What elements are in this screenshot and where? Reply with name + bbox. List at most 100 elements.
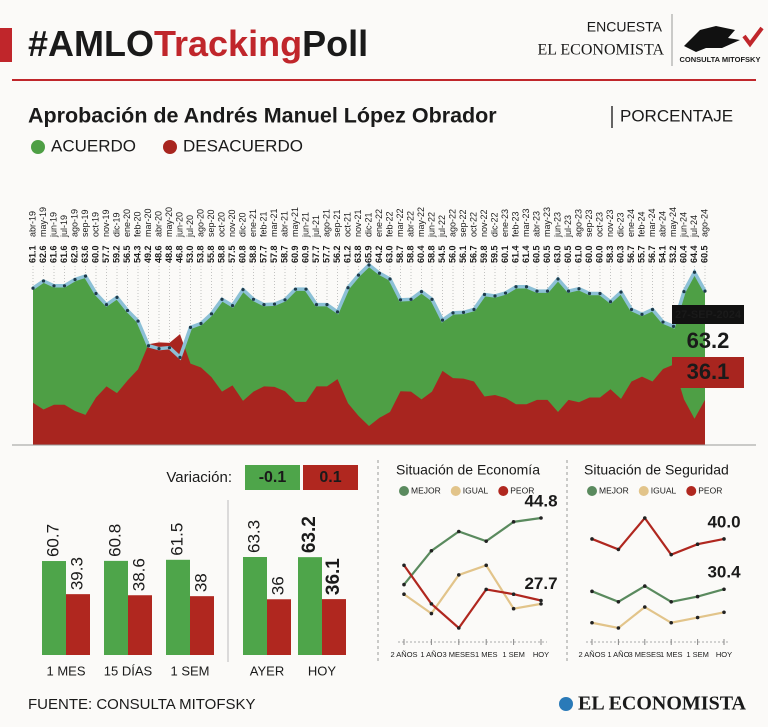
data-point <box>524 285 529 289</box>
month-label: oct-23 <box>594 212 604 237</box>
series-line <box>591 605 725 630</box>
survey-label: ENCUESTA <box>587 19 663 35</box>
end-value-label: 44.8 <box>524 491 557 510</box>
variation-box <box>245 465 300 490</box>
data-point <box>398 298 403 302</box>
data-point <box>643 516 647 520</box>
month-label: jul-22 <box>437 215 447 238</box>
month-value-label: 64.2 <box>374 245 384 263</box>
data-point <box>430 297 434 301</box>
month-value-label: 58.7 <box>395 245 405 263</box>
source-note: FUENTE: CONSULTA MITOFSKY <box>28 696 256 713</box>
month-label: oct-19 <box>90 212 100 237</box>
data-point <box>556 277 560 281</box>
month-label: jul-23 <box>563 215 573 238</box>
data-point <box>241 288 245 292</box>
month-label: ene-22 <box>374 209 384 237</box>
data-point <box>671 324 676 329</box>
month-label: ene-21 <box>248 209 258 237</box>
data-point <box>409 297 413 301</box>
month-label: may-24 <box>668 207 678 237</box>
month-value-label: 54.1 <box>657 245 667 263</box>
data-point <box>669 600 673 604</box>
data-point <box>188 325 193 329</box>
series-line <box>403 564 542 630</box>
variation-value: -0.1 <box>259 469 287 486</box>
data-point <box>157 347 161 351</box>
data-point <box>577 287 581 291</box>
month-label: mar-21 <box>269 208 279 237</box>
data-point <box>178 355 182 359</box>
x-tick-label: 1 SEM <box>502 650 525 659</box>
month-value-label: 56.2 <box>332 245 342 263</box>
month-value-label: 61.4 <box>510 245 520 263</box>
month-value-label: 46.8 <box>174 245 184 263</box>
bar-value-label: 36 <box>268 576 287 595</box>
x-tick-label: 2 AÑOS <box>390 650 417 659</box>
legend-swatch <box>31 140 45 154</box>
logo-check <box>742 26 764 48</box>
month-label: mar-22 <box>395 208 405 237</box>
end-value-label: 30.4 <box>707 563 741 582</box>
month-label: ene-23 <box>500 209 510 237</box>
pollster-label: CONSULTA MITOFSKY <box>680 55 761 64</box>
disagree-box <box>672 357 744 388</box>
month-label: feb-21 <box>258 211 268 237</box>
month-label: may-19 <box>38 207 48 237</box>
bar-value-label: 60.7 <box>43 524 62 557</box>
data-point <box>457 573 461 577</box>
latest-disagree: 36.1 <box>687 359 730 384</box>
legend-label: MEJOR <box>599 485 629 495</box>
month-label: nov-22 <box>479 209 489 237</box>
month-label: ago-24 <box>699 209 709 237</box>
data-point <box>457 626 461 630</box>
month-label: jun-22 <box>426 212 436 238</box>
data-point <box>146 344 151 348</box>
footer-brand: EL ECONOMISTA <box>578 693 747 715</box>
month-label: feb-23 <box>510 211 520 237</box>
bar-value-label: 61.5 <box>167 523 186 556</box>
data-point <box>669 552 673 557</box>
legend-swatch <box>686 486 697 496</box>
month-value-label: 57.7 <box>101 245 111 263</box>
data-point <box>199 321 203 326</box>
month-value-label: 55.8 <box>206 245 216 263</box>
data-point <box>608 300 613 304</box>
legend-swatch <box>498 486 509 496</box>
data-point <box>83 274 88 278</box>
month-value-label: 59.2 <box>111 245 121 263</box>
month-label: dic-20 <box>237 212 247 237</box>
bar <box>322 599 346 655</box>
month-value-label: 62.9 <box>69 245 79 263</box>
data-point <box>682 289 686 294</box>
month-value-label: 48.6 <box>153 245 163 263</box>
month-label: oct-21 <box>342 212 352 237</box>
x-tick-label: 1 AÑO <box>607 650 629 659</box>
month-label: jul-24 <box>689 215 699 238</box>
variation-label: Variación: <box>166 469 232 486</box>
month-value-label: 61.0 <box>573 245 583 263</box>
date-box <box>672 305 744 324</box>
x-tick-label: HOY <box>716 650 732 659</box>
data-point <box>293 287 298 291</box>
month-label: ago-20 <box>195 209 205 237</box>
month-value-label: 57.7 <box>321 245 331 263</box>
month-value-label: 60.0 <box>584 245 594 263</box>
month-label: dic-19 <box>111 212 121 237</box>
month-value-label: 60.9 <box>300 245 310 263</box>
month-value-label: 60.8 <box>237 245 247 263</box>
x-tick-label: HOY <box>308 663 337 678</box>
outlet-label: EL ECONOMISTA <box>537 42 664 59</box>
month-label: sep-22 <box>458 209 468 237</box>
data-point <box>104 303 109 307</box>
data-point <box>335 310 340 314</box>
month-value-label: 60.5 <box>563 245 573 263</box>
data-point <box>722 610 726 615</box>
month-value-label: 56.7 <box>626 245 636 263</box>
variation-box <box>303 465 358 490</box>
month-label: oct-20 <box>216 212 226 237</box>
month-label: jun-19 <box>48 212 58 238</box>
month-value-label: 59.5 <box>489 245 499 263</box>
end-value-label: 27.7 <box>524 574 557 593</box>
month-label: jul-19 <box>59 215 69 238</box>
